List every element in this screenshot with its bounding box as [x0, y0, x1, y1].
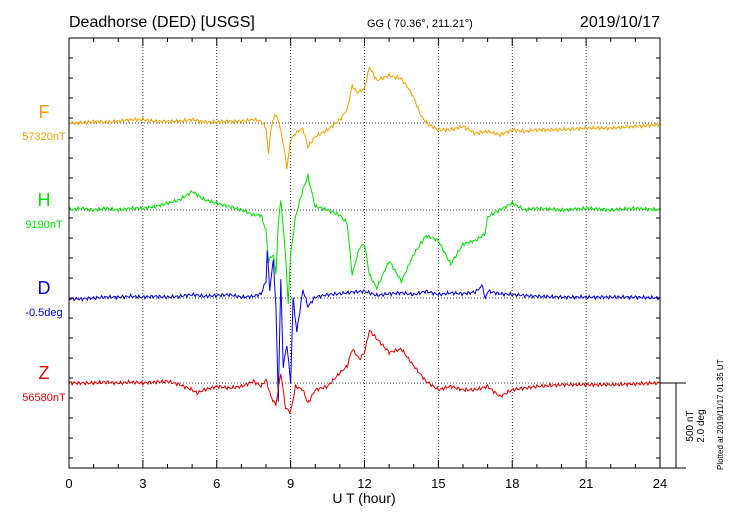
- channel-labels: F 57320nT H 9190nT D -0.5deg Z 56580nT: [22, 102, 66, 404]
- channel-baseline-Z: 56580nT: [22, 392, 66, 404]
- coordinates: GG ( 70.36°, 211.21°): [367, 18, 473, 30]
- grid: [142, 38, 587, 468]
- scale-bar: 500 nT 2.0 deg: [660, 382, 707, 469]
- x-tick-label-15: 15: [431, 476, 445, 491]
- x-tick-label-6: 6: [213, 476, 220, 491]
- scale-label-nt: 500 nT: [685, 410, 696, 441]
- channel-baseline-H: 9190nT: [25, 219, 63, 231]
- station-title: Deadhorse (DED) [USGS]: [69, 14, 255, 31]
- series-line-F: [68, 66, 661, 170]
- channel-baseline-F: 57320nT: [22, 131, 66, 143]
- x-tick-label-9: 9: [287, 476, 294, 491]
- x-tick-label-12: 12: [357, 476, 371, 491]
- plot-frame: [68, 37, 661, 469]
- scale-label-deg: 2.0 deg: [696, 409, 707, 442]
- channel-name-Z: Z: [39, 363, 50, 383]
- series-line-D: [68, 250, 661, 402]
- channel-name-H: H: [38, 190, 51, 210]
- x-axis-label: U T (hour): [332, 490, 395, 506]
- x-tick-label-21: 21: [579, 476, 593, 491]
- series-line-Z: [68, 329, 661, 415]
- series-line-H: [68, 173, 661, 305]
- x-tick-label-0: 0: [65, 476, 72, 491]
- x-ticks: 0 3 6 9 12 15 18 21 24: [65, 38, 667, 491]
- x-tick-label-3: 3: [139, 476, 146, 491]
- date: 2019/10/17: [580, 14, 660, 31]
- x-tick-label-24: 24: [653, 476, 667, 491]
- channel-name-D: D: [38, 278, 51, 298]
- channel-baseline-D: -0.5deg: [25, 307, 62, 319]
- plotted-note: Plotted at 2019/11/17 01:35 UT: [716, 359, 725, 470]
- series-lines: [68, 66, 661, 415]
- x-tick-label-18: 18: [505, 476, 519, 491]
- channel-name-F: F: [39, 102, 50, 122]
